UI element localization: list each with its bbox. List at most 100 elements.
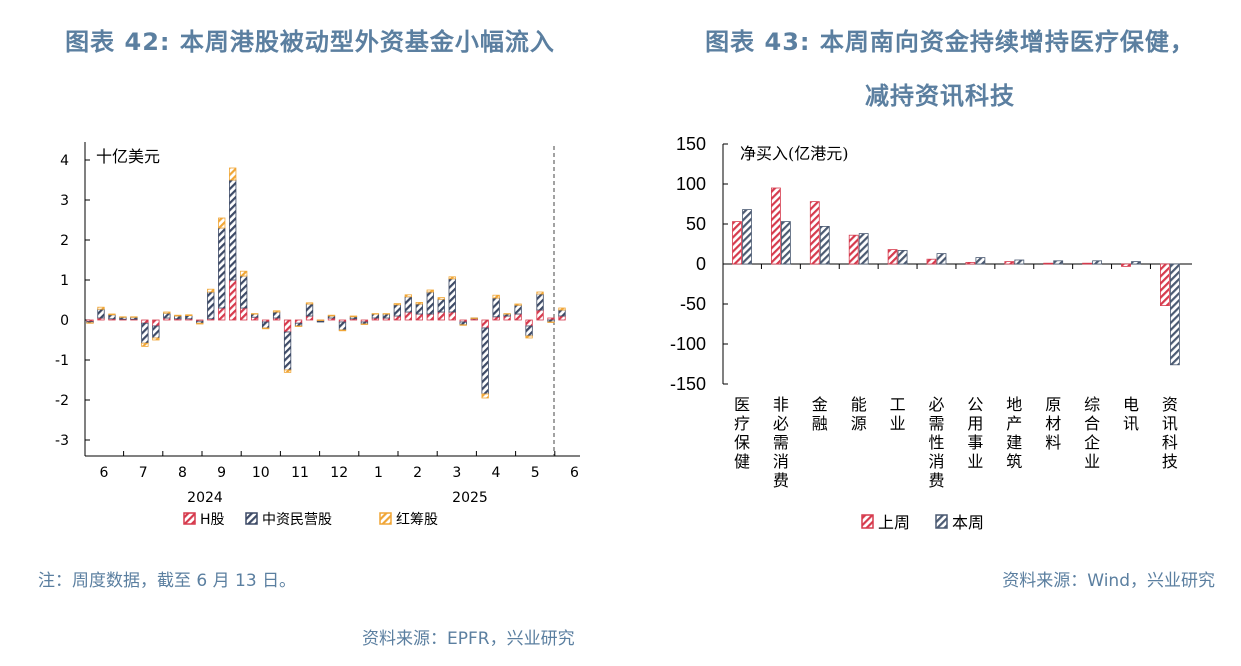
chart42-bar-redchip xyxy=(240,270,248,277)
chart42-bar-private xyxy=(163,312,171,319)
chart42-bar-redchip xyxy=(536,291,544,295)
chart42-bar-redchip xyxy=(163,311,171,314)
chart42-bar-redchip xyxy=(185,314,193,316)
chart43-legend-label: 上周 xyxy=(878,513,910,532)
chart42-month-label: 11 xyxy=(291,465,309,481)
chart42-y-tick-label: 4 xyxy=(60,153,69,169)
chart42-bar-h-share xyxy=(481,319,489,329)
chart42-unit-label: 十亿美元 xyxy=(96,147,160,166)
chart42-bar-h-share xyxy=(218,307,226,321)
chart42-bar-redchip xyxy=(525,335,533,339)
chart42-bar-private xyxy=(536,293,544,311)
chart42-y-tick-label: 1 xyxy=(60,273,69,289)
chart42-bar-private xyxy=(338,321,347,331)
chart43-category-label: 电讯 xyxy=(1123,395,1139,433)
chart42-bar-redchip xyxy=(174,314,182,317)
chart43-y-tick-label: 0 xyxy=(696,254,706,274)
chart42-bar-h-share xyxy=(283,319,292,333)
chart42-y-tick-label: -1 xyxy=(55,353,69,369)
chart42-bar-redchip xyxy=(404,294,412,298)
chart43-bar-this-week xyxy=(1014,259,1025,265)
chart42-y-tick-label: -3 xyxy=(55,433,69,449)
chart43-bar-this-week xyxy=(1092,260,1102,265)
chart42-bar-h-share xyxy=(503,315,511,321)
chart42-bar-h-share xyxy=(558,315,566,321)
chart42-bar-redchip xyxy=(108,313,116,316)
chart42-legend-label: 中资民营股 xyxy=(262,512,332,528)
chart43-bar-last-week xyxy=(771,187,781,265)
chart43-category-label: 非必需消费 xyxy=(773,395,789,490)
chart42-bar-redchip xyxy=(415,301,423,305)
chart43-bar-this-week xyxy=(897,249,908,265)
chart43-bar-last-week xyxy=(809,201,820,265)
chart42-legend-label: 红筹股 xyxy=(396,511,438,528)
chart43-y-tick-label: 50 xyxy=(686,214,706,234)
chart43-legend-swatch xyxy=(861,514,874,529)
chart43-bar-last-week xyxy=(1004,261,1015,265)
chart43-bar-last-week xyxy=(965,261,976,265)
chart43-bar-this-week xyxy=(1131,261,1141,265)
chart42-bar-redchip xyxy=(119,316,127,318)
chart42-bar-redchip xyxy=(481,393,489,399)
source-right: 资料来源：Wind，兴业研究 xyxy=(1002,571,1215,591)
chart42-bar-redchip xyxy=(294,325,303,327)
chart42-bar-redchip xyxy=(327,314,336,317)
chart43-y-tick-label: 100 xyxy=(676,174,706,194)
chart42-bar-redchip xyxy=(448,276,456,280)
chart42-bar-redchip xyxy=(514,303,522,306)
chart42-bar-h-share xyxy=(294,319,303,324)
chart43-bar-last-week xyxy=(1043,262,1054,265)
chart42-year-label: 2025 xyxy=(452,490,488,506)
chart43-bar-this-week xyxy=(1053,260,1064,265)
chart42-bar-redchip xyxy=(305,302,314,305)
chart43-category-label: 综合企业 xyxy=(1084,395,1100,471)
chart42-bar-redchip xyxy=(492,294,500,299)
chart43-bar-last-week xyxy=(1121,263,1131,267)
chart42-bar-h-share xyxy=(229,279,237,321)
chart42-bar-private xyxy=(382,313,391,319)
chart42-month-label: 8 xyxy=(178,465,187,481)
chart42-bar-private xyxy=(426,291,434,315)
chart42-bar-h-share xyxy=(525,319,533,327)
chart42-bar-redchip xyxy=(360,323,369,325)
chart42-bar-redchip xyxy=(437,297,445,300)
chart43-category-label: 地产建筑 xyxy=(1006,395,1022,471)
chart43-y-tick-label: 150 xyxy=(676,134,706,154)
chart42-bar-redchip xyxy=(371,313,380,315)
chart42-bar-h-share xyxy=(152,319,160,327)
chart42-bar-redchip xyxy=(218,217,226,229)
chart42-bar-h-share xyxy=(141,319,149,324)
chart43-y-tick-label: -50 xyxy=(680,294,706,314)
chart43-bar-last-week xyxy=(732,221,742,265)
chart42-bar-redchip xyxy=(349,315,358,318)
chart43-y-tick-label: -150 xyxy=(670,374,706,394)
chart43-bar-last-week xyxy=(848,234,859,265)
chart43-category-label: 公用事业 xyxy=(967,395,983,471)
chart42-bar-redchip xyxy=(316,319,325,321)
chart42-month-label: 10 xyxy=(252,465,270,481)
chart42-bar-private xyxy=(218,227,226,309)
chart42-bar-private xyxy=(207,291,215,320)
chart43: 150 100 50 0 -50 -100 -150 净买入(亿港元) 医疗保健 非必需消费 金融能… xyxy=(670,134,1192,532)
chart42-bar-redchip xyxy=(426,289,434,293)
chart43-bar-last-week xyxy=(1082,262,1092,265)
chart42-bar-private xyxy=(305,303,314,317)
chart42-bar-redchip xyxy=(558,307,566,311)
chart43-category-label: 原材料 xyxy=(1045,395,1061,452)
chart43-category-label: 资讯科技 xyxy=(1162,395,1178,471)
chart43-category-label: 工业 xyxy=(890,395,906,433)
chart43-bar-this-week xyxy=(742,209,752,265)
chart42-bar-h-share xyxy=(492,316,500,321)
chart42-month-label: 4 xyxy=(492,465,501,481)
chart42-bar-h-share xyxy=(404,311,412,321)
chart42-bar-private xyxy=(185,315,193,320)
chart42-month-label: 1 xyxy=(374,465,383,481)
chart42-bar-private xyxy=(283,331,292,371)
chart42-legend-swatch xyxy=(379,512,392,525)
chart42-month-label: 9 xyxy=(217,465,226,481)
chart42-bar-private xyxy=(152,325,160,339)
chart43-bar-this-week xyxy=(1170,263,1180,366)
chart42-bar-private xyxy=(316,320,325,323)
chart42-bar-private xyxy=(448,278,456,313)
